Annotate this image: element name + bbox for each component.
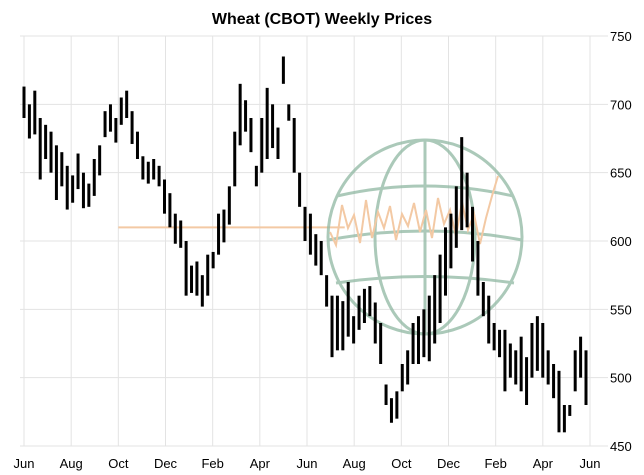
y-tick-label: 700	[610, 97, 632, 112]
x-axis-ticks: Jun Aug Oct Dec Feb Apr Jun Aug Oct Dec Feb Apr Jun	[14, 456, 601, 471]
y-tick-label: 600	[610, 234, 632, 249]
y-tick-label: 500	[610, 371, 632, 386]
x-tick-label: Jun	[580, 456, 601, 471]
y-tick-label: 750	[610, 29, 632, 44]
x-tick-label: Aug	[343, 456, 366, 471]
gridlines	[20, 35, 608, 447]
price-bars	[22, 56, 588, 433]
x-tick-label: Jun	[297, 456, 318, 471]
globe-watermark	[326, 138, 524, 336]
x-tick-label: Oct	[391, 456, 412, 471]
x-tick-label: Dec	[154, 456, 178, 471]
x-tick-label: Aug	[60, 456, 83, 471]
globe-parallel	[336, 184, 514, 198]
x-tick-label: Feb	[484, 456, 506, 471]
x-tick-label: Apr	[533, 456, 554, 471]
y-tick-label: 550	[610, 302, 632, 317]
x-tick-label: Jun	[14, 456, 35, 471]
globe-price-squiggle	[329, 175, 499, 249]
x-tick-label: Oct	[108, 456, 129, 471]
globe-parallel	[327, 229, 523, 242]
x-tick-label: Feb	[201, 456, 223, 471]
y-tick-label: 650	[610, 166, 632, 181]
x-tick-label: Apr	[250, 456, 271, 471]
x-tick-label: Dec	[437, 456, 461, 471]
globe-parallel	[335, 275, 515, 285]
y-axis-ticks: 450 500 550 600 650 700 750	[610, 29, 632, 454]
chart-title: Wheat (CBOT) Weekly Prices	[212, 11, 432, 28]
y-tick-label: 450	[610, 439, 632, 454]
